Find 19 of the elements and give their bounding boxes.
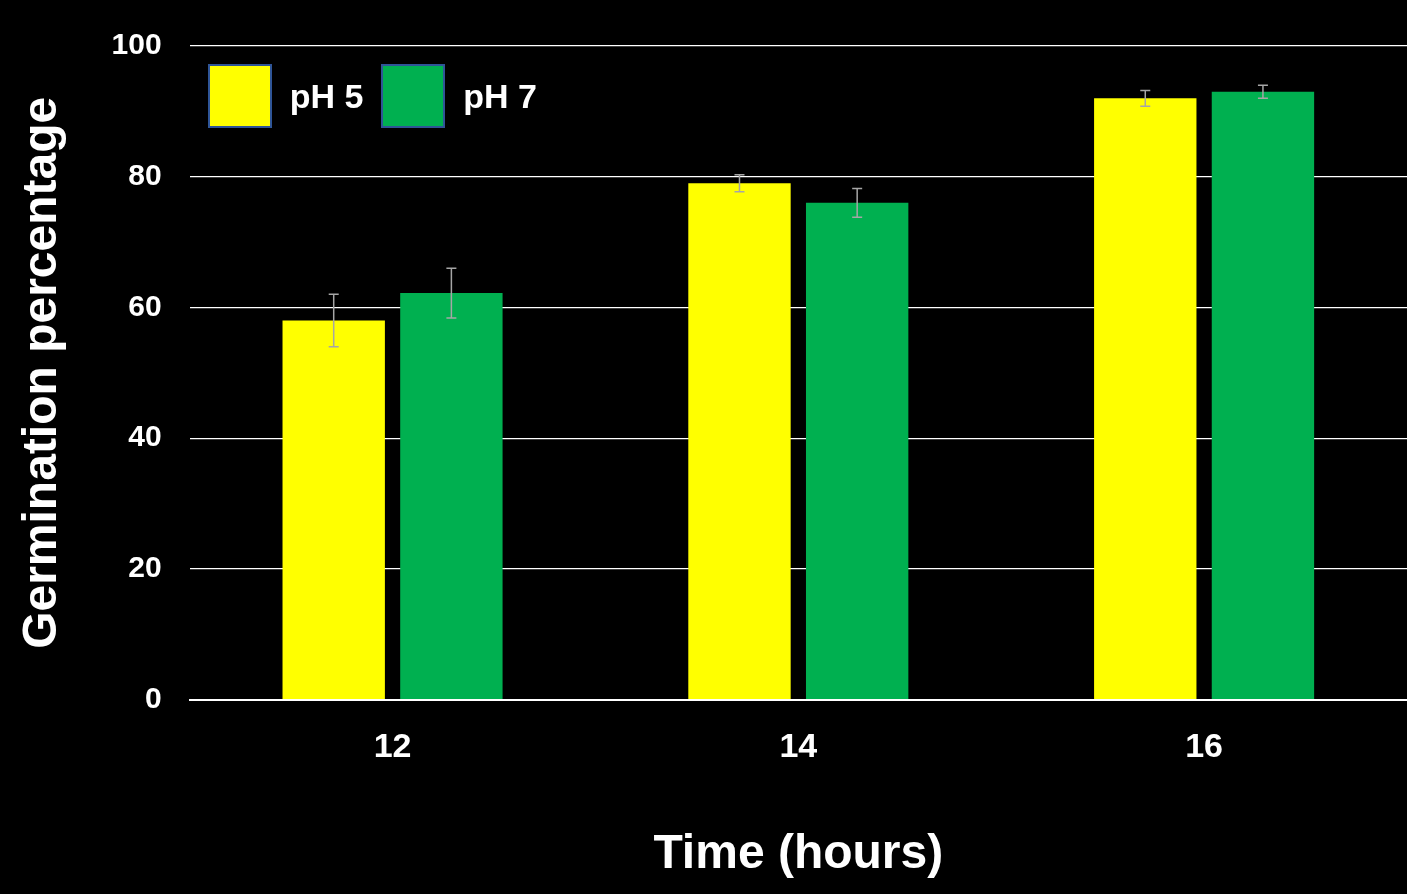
bar: [282, 320, 385, 699]
x-axis-title: Time (hours): [653, 825, 944, 879]
bar: [1211, 91, 1315, 699]
bar: [805, 202, 909, 699]
y-tick-label: 80: [128, 157, 162, 191]
x-tick-label: 16: [1185, 726, 1224, 765]
y-tick-label: 40: [128, 419, 162, 453]
x-tick-label: 14: [779, 726, 818, 765]
y-tick-label: 60: [128, 288, 162, 322]
x-tick-label: 12: [373, 726, 412, 765]
bar: [1094, 98, 1197, 699]
bar: [400, 293, 503, 699]
bar: [688, 183, 791, 699]
legend-label: pH 7: [463, 76, 538, 116]
legend-label: pH 5: [289, 76, 364, 116]
y-tick-label: 20: [128, 550, 162, 584]
y-axis-title: Germination percentage: [13, 96, 67, 649]
y-tick-label: 100: [111, 27, 162, 61]
y-tick-label: 0: [144, 680, 162, 714]
